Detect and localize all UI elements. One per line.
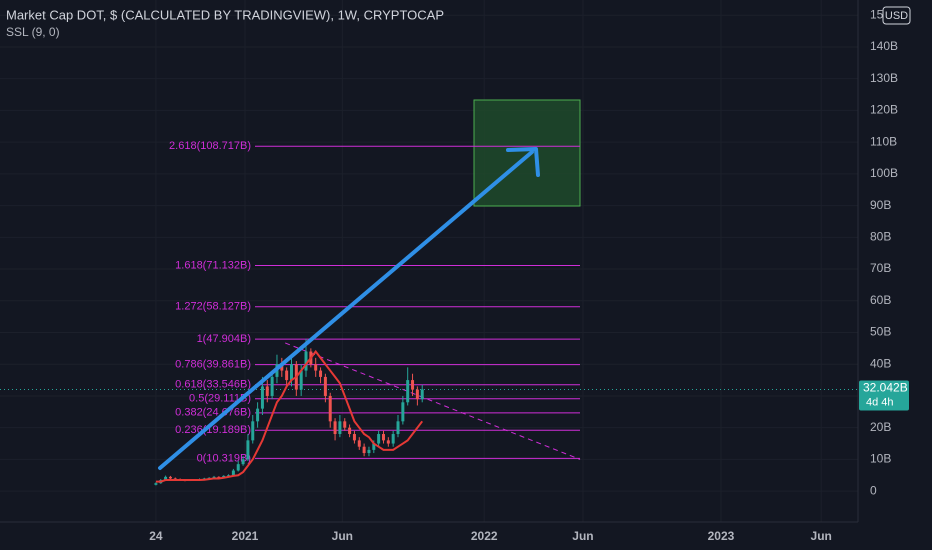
y-tick-label: 120B: [870, 103, 898, 117]
fib-label: 1.272(58.127B): [175, 301, 251, 313]
arrow-shaft: [158, 150, 534, 470]
fib-label: 0.618(33.546B): [175, 379, 251, 391]
candle-body: [304, 351, 308, 371]
candle-body: [314, 364, 318, 371]
candle-body: [377, 434, 381, 444]
candle-body: [406, 380, 410, 403]
y-tick-label: 70B: [870, 261, 891, 275]
candle-body: [222, 475, 226, 478]
y-tick-label: 110B: [870, 134, 897, 148]
countdown-label: 4d 4h: [866, 396, 894, 408]
candle-body: [401, 402, 405, 422]
arrow-head: [506, 147, 540, 177]
x-tick-label: 24: [149, 529, 163, 543]
candle-body: [415, 389, 419, 400]
candle-body: [348, 427, 352, 435]
y-tick-label: 90B: [870, 198, 891, 212]
y-tick-label: 10B: [870, 452, 891, 466]
candle-body: [372, 443, 376, 450]
fib-label: 1(47.904B): [197, 333, 251, 345]
candle-body: [411, 380, 415, 390]
candle-body: [386, 440, 390, 444]
candle-body: [357, 440, 361, 447]
candle-body: [246, 440, 250, 460]
chart-title: Market Cap DOT, $ (CALCULATED BY TRADING…: [6, 7, 444, 22]
candle-body: [154, 483, 158, 485]
ssl-line: [155, 349, 424, 483]
y-tick-label: 100B: [870, 166, 898, 180]
x-tick-label: 2023: [708, 529, 735, 543]
fib-label: 1.618(71.132B): [175, 259, 251, 271]
candle-body: [280, 364, 284, 371]
x-tick-label: Jun: [811, 529, 832, 543]
x-tick-label: 2022: [471, 529, 498, 543]
trendline: [285, 342, 581, 460]
candle-body: [367, 449, 371, 454]
y-tick-label: 0: [870, 483, 877, 497]
candle-body: [212, 476, 216, 478]
candle-body: [381, 434, 385, 441]
candle-body: [173, 478, 177, 480]
fib-label: 0.382(24.676B): [175, 407, 251, 419]
fib-label: 0.236(19.189B): [175, 424, 251, 436]
y-tick-label: 50B: [870, 325, 891, 339]
candle-body: [352, 434, 356, 441]
candle-body: [217, 476, 221, 478]
fib-label: 2.618(108.717B): [169, 140, 251, 152]
currency-button[interactable]: [882, 6, 911, 25]
axes: 010B20B30B40B50B60B70B80B90B100B110B120B…: [149, 7, 909, 543]
y-tick-label: 60B: [870, 293, 891, 307]
candle-body: [328, 395, 332, 422]
candle-body: [289, 364, 293, 381]
candle-body: [319, 370, 323, 377]
plot: 2.618(108.717B) 1.618(71.132B) 1.272(58.12…: [0, 140, 858, 486]
candle-body: [265, 386, 269, 396]
y-tick-label: 140B: [870, 39, 898, 53]
candle-body: [338, 421, 342, 435]
candle-body: [164, 476, 168, 481]
candle-body: [256, 408, 260, 422]
fib-label: 0.786(39.861B): [175, 359, 251, 371]
y-tick-label: 15: [870, 7, 884, 21]
candle-body: [236, 464, 240, 471]
y-tick-label: 20B: [870, 420, 891, 434]
candle-body: [333, 421, 337, 435]
indicator-label: SSL (9, 0): [6, 25, 60, 39]
candle-body: [343, 421, 347, 428]
x-tick-label: Jun: [332, 529, 353, 543]
candle-body: [299, 370, 303, 390]
candle-body: [396, 421, 400, 435]
candle-body: [241, 459, 245, 465]
candle-body: [227, 475, 231, 477]
price-tag-label: 32.042B: [863, 381, 908, 395]
x-tick-label: 2021: [232, 529, 259, 543]
candle-body: [251, 421, 255, 441]
y-tick-label: 40B: [870, 356, 891, 370]
y-tick-label: 130B: [870, 71, 898, 85]
candle-body: [285, 370, 289, 381]
candle-body: [231, 470, 235, 476]
x-tick-label: Jun: [572, 529, 593, 543]
fib-label: 0(10.319B): [197, 452, 251, 464]
candle-body: [270, 376, 274, 396]
candle-body: [420, 389, 424, 400]
y-tick-label: 80B: [870, 229, 891, 243]
candle-body: [362, 446, 366, 454]
grid: [0, 0, 858, 522]
currency-label[interactable]: USD: [885, 10, 908, 22]
candle-body: [260, 386, 264, 409]
candle-body: [168, 476, 172, 479]
candle-body: [391, 434, 395, 444]
price-tag: [859, 380, 909, 411]
candle-body: [323, 376, 327, 396]
